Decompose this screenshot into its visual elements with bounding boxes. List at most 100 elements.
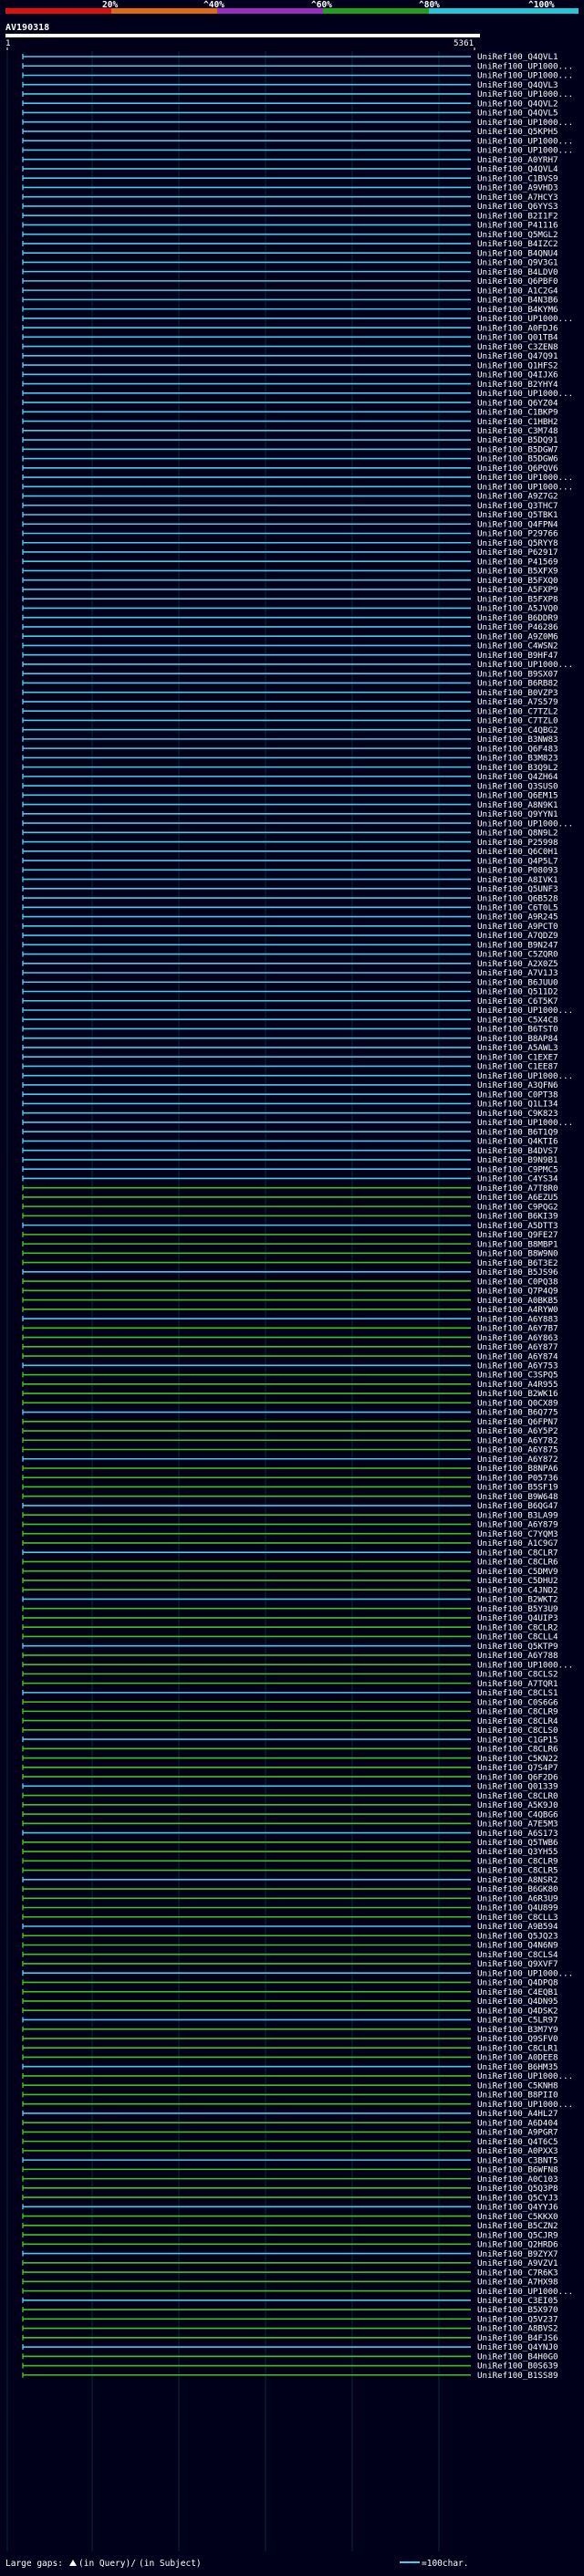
hit-id-link[interactable]: UniRef100_Q2HRD6: [477, 2240, 558, 2250]
hit-row[interactable]: UniRef100_B6QG47: [22, 1501, 558, 1511]
hit-row[interactable]: UniRef100_B8NPA6: [22, 1464, 558, 1474]
hit-id-link[interactable]: UniRef100_Q4ZH64: [477, 772, 558, 782]
hit-row[interactable]: UniRef100_Q5KPH5: [22, 127, 558, 137]
hit-row[interactable]: UniRef100_C0PT38: [22, 1090, 558, 1100]
hit-id-link[interactable]: UniRef100_C7R6K3: [477, 2268, 558, 2278]
hit-row[interactable]: UniRef100_UP1000...: [22, 314, 573, 324]
hit-id-link[interactable]: UniRef100_B3M823: [477, 754, 558, 764]
hit-row[interactable]: UniRef100_B6RB82: [22, 679, 558, 689]
hit-row[interactable]: UniRef100_Q6YYS3: [22, 202, 558, 212]
hit-row[interactable]: UniRef100_A6D404: [22, 2118, 558, 2128]
hit-id-link[interactable]: UniRef100_A7E5M3: [477, 1820, 558, 1830]
hit-row[interactable]: UniRef100_Q6YZ04: [22, 398, 558, 408]
hit-id-link[interactable]: UniRef100_Q4U899: [477, 1903, 558, 1914]
hit-row[interactable]: UniRef100_C4YS34: [22, 1174, 558, 1184]
hit-row[interactable]: UniRef100_A9Z0M6: [22, 631, 558, 641]
hit-id-link[interactable]: UniRef100_Q6YZ04: [477, 398, 558, 408]
hit-row[interactable]: UniRef100_UP1000...: [22, 1006, 573, 1016]
hit-id-link[interactable]: UniRef100_A7S579: [477, 697, 558, 707]
hit-id-link[interactable]: UniRef100_A7T8R0: [477, 1184, 558, 1194]
hit-id-link[interactable]: UniRef100_B6WFN8: [477, 2165, 558, 2175]
hit-id-link[interactable]: UniRef100_C8CLR4: [477, 1716, 558, 1726]
hit-row[interactable]: UniRef100_C1GP15: [22, 1735, 558, 1745]
hit-row[interactable]: UniRef100_B5X970: [22, 2305, 558, 2315]
hit-id-link[interactable]: UniRef100_C5DMV9: [477, 1567, 558, 1577]
hit-id-link[interactable]: UniRef100_A9PGR7: [477, 2128, 558, 2138]
hit-row[interactable]: UniRef100_Q6PBF0: [22, 276, 558, 287]
hit-row[interactable]: UniRef100_B9HF47: [22, 651, 558, 661]
hit-id-link[interactable]: UniRef100_B0S639: [477, 2362, 558, 2372]
hit-id-link[interactable]: UniRef100_C5KN22: [477, 1754, 558, 1764]
hit-id-link[interactable]: UniRef100_Q6B528: [477, 893, 558, 903]
hit-row[interactable]: UniRef100_C8CLR2: [22, 1622, 558, 1632]
hit-id-link[interactable]: UniRef100_Q5KPH5: [477, 127, 558, 137]
hit-row[interactable]: UniRef100_Q9SFV0: [22, 2034, 558, 2044]
hit-row[interactable]: UniRef100_Q6PQV6: [22, 464, 558, 474]
hit-id-link[interactable]: UniRef100_A5AWL3: [477, 1043, 558, 1053]
hit-row[interactable]: UniRef100_B4FJS6: [22, 2333, 558, 2343]
hit-row[interactable]: UniRef100_UP1000...: [22, 2287, 573, 2297]
hit-row[interactable]: UniRef100_A6Y874: [22, 1351, 558, 1361]
hit-row[interactable]: UniRef100_A1C2G4: [22, 286, 558, 296]
hit-id-link[interactable]: UniRef100_Q9FE27: [477, 1230, 558, 1240]
hit-id-link[interactable]: UniRef100_C3SPQ5: [477, 1371, 558, 1381]
hit-id-link[interactable]: UniRef100_C9PQG2: [477, 1202, 558, 1212]
hit-row[interactable]: UniRef100_B6WFN8: [22, 2165, 558, 2175]
hit-id-link[interactable]: UniRef100_C4EQB1: [477, 1987, 558, 1997]
hit-id-link[interactable]: UniRef100_Q5RYY8: [477, 538, 558, 548]
hit-row[interactable]: UniRef100_B3Q9L2: [22, 763, 558, 773]
hit-row[interactable]: UniRef100_B8W9N0: [22, 1249, 558, 1259]
hit-row[interactable]: UniRef100_A9Z7G2: [22, 492, 558, 502]
hit-id-link[interactable]: UniRef100_UP1000...: [477, 819, 573, 829]
hit-id-link[interactable]: UniRef100_Q5TBK1: [477, 510, 558, 520]
hit-id-link[interactable]: UniRef100_P62917: [477, 548, 558, 558]
hit-row[interactable]: UniRef100_UP1000...: [22, 660, 573, 670]
hit-id-link[interactable]: UniRef100_A6Y7B7: [477, 1324, 558, 1334]
hit-row[interactable]: UniRef100_A9PGR7: [22, 2128, 558, 2138]
hit-id-link[interactable]: UniRef100_C8CLR7: [477, 1548, 558, 1558]
hit-id-link[interactable]: UniRef100_UP1000...: [477, 2100, 573, 2110]
hit-row[interactable]: UniRef100_UP1000...: [22, 473, 573, 483]
hit-id-link[interactable]: UniRef100_P46286: [477, 622, 558, 632]
hit-id-link[interactable]: UniRef100_UP1000...: [477, 1968, 573, 1978]
hit-row[interactable]: UniRef100_Q6F2D6: [22, 1772, 558, 1782]
hit-id-link[interactable]: UniRef100_Q3YH55: [477, 1847, 558, 1857]
hit-row[interactable]: UniRef100_Q9YYN1: [22, 809, 558, 819]
hit-row[interactable]: UniRef100_Q01TB4: [22, 333, 558, 343]
hit-id-link[interactable]: UniRef100_Q6C0H1: [477, 847, 558, 857]
hit-row[interactable]: UniRef100_A6Y863: [22, 1333, 558, 1343]
hit-row[interactable]: UniRef100_C4JND2: [22, 1585, 558, 1595]
hit-row[interactable]: UniRef100_P29766: [22, 529, 558, 539]
hit-row[interactable]: UniRef100_Q9XVF7: [22, 1959, 558, 1969]
hit-row[interactable]: UniRef100_B4N3B6: [22, 296, 558, 306]
hit-row[interactable]: UniRef100_P05736: [22, 1473, 558, 1483]
hit-row[interactable]: UniRef100_A9VHD3: [22, 183, 558, 193]
hit-row[interactable]: UniRef100_B4QNU4: [22, 248, 558, 258]
hit-id-link[interactable]: UniRef100_Q6EM15: [477, 791, 558, 801]
hit-id-link[interactable]: UniRef100_Q4P5L7: [477, 856, 558, 866]
hit-row[interactable]: UniRef100_B6GK80: [22, 1884, 558, 1894]
hit-row[interactable]: UniRef100_C5DHU2: [22, 1576, 558, 1586]
hit-id-link[interactable]: UniRef100_UP1000...: [477, 1071, 573, 1081]
hit-row[interactable]: UniRef100_Q4UIP3: [22, 1613, 558, 1623]
hit-row[interactable]: UniRef100_B2WK16: [22, 1389, 558, 1399]
hit-row[interactable]: UniRef100_Q4YYJ6: [22, 2203, 558, 2213]
hit-row[interactable]: UniRef100_Q5TBK1: [22, 510, 558, 520]
hit-row[interactable]: UniRef100_B8AP84: [22, 1034, 558, 1044]
hit-row[interactable]: UniRef100_Q4DPQ8: [22, 1978, 558, 1988]
hit-row[interactable]: UniRef100_P46286: [22, 622, 558, 632]
hit-row[interactable]: UniRef100_UP1000...: [22, 482, 573, 492]
hit-row[interactable]: UniRef100_A0BKB5: [22, 1296, 558, 1306]
hit-row[interactable]: UniRef100_C9PQG2: [22, 1202, 558, 1212]
hit-id-link[interactable]: UniRef100_C1BKP9: [477, 408, 558, 418]
hit-id-link[interactable]: UniRef100_C9K823: [477, 1109, 558, 1119]
hit-id-link[interactable]: UniRef100_C8CLL4: [477, 1632, 558, 1643]
hit-id-link[interactable]: UniRef100_A4HL27: [477, 2109, 558, 2119]
hit-row[interactable]: UniRef100_B6HM35: [22, 2062, 558, 2072]
hit-row[interactable]: UniRef100_Q5CYJ3: [22, 2193, 558, 2203]
hit-row[interactable]: UniRef100_A9VZV1: [22, 2258, 558, 2268]
hit-id-link[interactable]: UniRef100_Q4IJX6: [477, 370, 558, 381]
hit-row[interactable]: UniRef100_Q6F483: [22, 744, 558, 754]
hit-id-link[interactable]: UniRef100_Q7S4P7: [477, 1763, 558, 1773]
hit-id-link[interactable]: UniRef100_B4QNU4: [477, 248, 558, 258]
